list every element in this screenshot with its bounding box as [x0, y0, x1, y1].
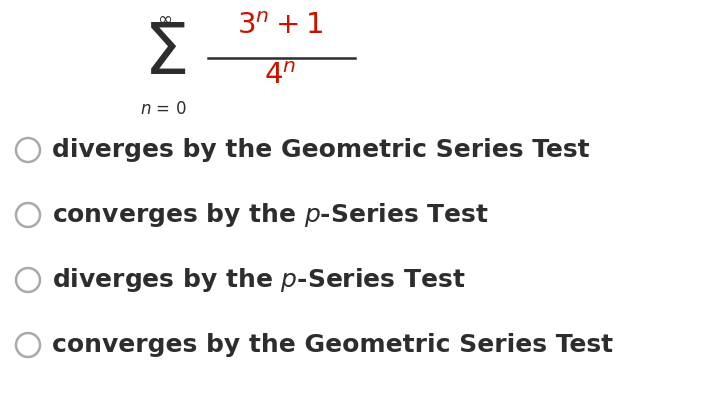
Text: $3^n + 1$: $3^n + 1$ — [237, 12, 323, 40]
Text: diverges by the Geometric Series Test: diverges by the Geometric Series Test — [52, 138, 590, 162]
Text: $n$ = 0: $n$ = 0 — [140, 100, 186, 118]
Text: diverges by the $p$-Series Test: diverges by the $p$-Series Test — [52, 266, 466, 294]
Text: $\Sigma$: $\Sigma$ — [143, 20, 186, 89]
Text: $4^n$: $4^n$ — [264, 62, 297, 90]
Text: $\infty$: $\infty$ — [157, 10, 172, 28]
Text: converges by the $p$-Series Test: converges by the $p$-Series Test — [52, 201, 489, 229]
Text: converges by the Geometric Series Test: converges by the Geometric Series Test — [52, 333, 613, 357]
